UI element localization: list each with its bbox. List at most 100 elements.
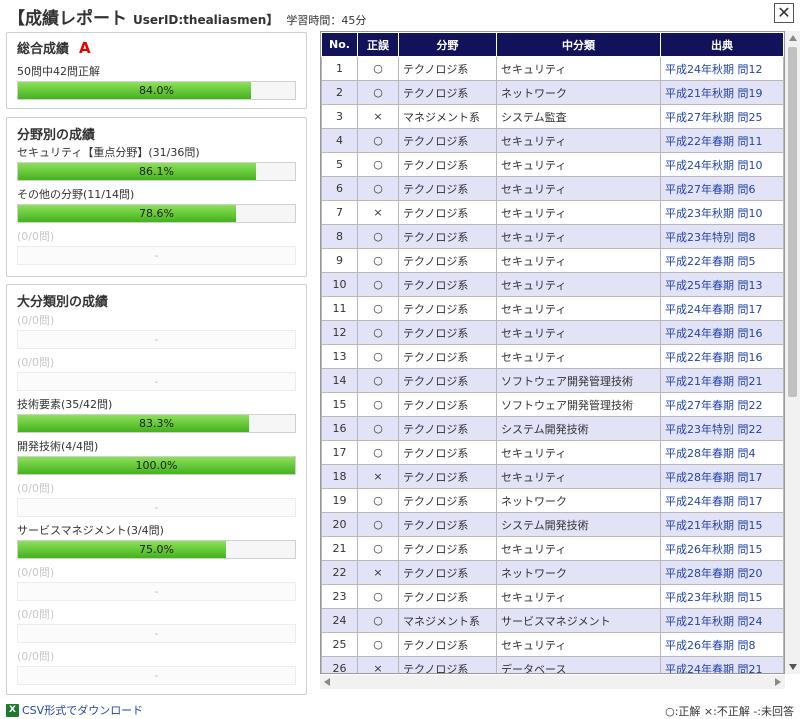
table-row[interactable]: 6 ○ テクノロジ系 セキュリティ 平成27年春期 問6 (321, 176, 784, 201)
row-source-link[interactable]: 平成28年春期 問4 (660, 440, 784, 465)
category-progress-bar: 100.0% (17, 456, 296, 475)
table-row[interactable]: 9 ○ テクノロジ系 セキュリティ 平成22年春期 問5 (321, 248, 784, 273)
row-source-link[interactable]: 平成24年春期 問17 (660, 488, 784, 513)
table-row[interactable]: 11 ○ テクノロジ系 セキュリティ 平成24年春期 問17 (321, 296, 784, 321)
table-row[interactable]: 17 ○ テクノロジ系 セキュリティ 平成28年春期 問4 (321, 440, 784, 465)
scroll-left-icon[interactable] (324, 678, 330, 686)
row-source-link[interactable]: 平成24年秋期 問12 (660, 56, 784, 81)
table-row[interactable]: 10 ○ テクノロジ系 セキュリティ 平成25年春期 問13 (321, 272, 784, 297)
category-progress-bar: - (17, 330, 296, 349)
category-progress-bar: - (17, 624, 296, 643)
overall-title-text: 総合成績 (17, 42, 70, 57)
row-result: ○ (357, 584, 399, 609)
results-table-container[interactable]: No. 正誤 分野 中分類 出典 1 ○ テクノロジ系 セキュリティ 平成24年秋期 問12 2 ○… (320, 31, 785, 674)
row-source-link[interactable]: 平成23年秋期 問10 (660, 200, 784, 225)
table-row[interactable]: 1 ○ テクノロジ系 セキュリティ 平成24年秋期 問12 (321, 56, 784, 81)
table-row[interactable]: 15 ○ テクノロジ系 ソフトウェア開発管理技術 平成27年春期 問22 (321, 392, 784, 417)
row-field: テクノロジ系 (398, 344, 497, 369)
row-source-link[interactable]: 平成21年春期 問21 (660, 368, 784, 393)
row-result: ○ (357, 176, 399, 201)
field-label: その他の分野(11/14問) (17, 188, 135, 201)
row-source-link[interactable]: 平成24年秋期 問10 (660, 152, 784, 177)
row-source-link[interactable]: 平成23年特別 問8 (660, 224, 784, 249)
table-row[interactable]: 23 ○ テクノロジ系 セキュリティ 平成23年秋期 問15 (321, 584, 784, 609)
table-row[interactable]: 13 ○ テクノロジ系 セキュリティ 平成22年春期 問16 (321, 344, 784, 369)
table-row[interactable]: 3 × マネジメント系 システム監査 平成27年秋期 問25 (321, 104, 784, 129)
table-row[interactable]: 24 ○ マネジメント系 サービスマネジメント 平成21年秋期 問24 (321, 608, 784, 633)
row-field: テクノロジ系 (398, 152, 497, 177)
table-row[interactable]: 22 × テクノロジ系 ネットワーク 平成28年春期 問20 (321, 560, 784, 585)
row-field: テクノロジ系 (398, 392, 497, 417)
table-row[interactable]: 20 ○ テクノロジ系 システム開発技術 平成21年秋期 問15 (321, 512, 784, 537)
row-number: 13 (321, 344, 358, 369)
category-label: 開発技術(4/4問) (17, 440, 99, 453)
row-source-link[interactable]: 平成27年春期 問22 (660, 392, 784, 417)
row-source-link[interactable]: 平成21年秋期 問15 (660, 512, 784, 537)
row-source-link[interactable]: 平成26年春期 問8 (660, 632, 784, 657)
row-subcategory: セキュリティ (496, 56, 661, 81)
row-source-link[interactable]: 平成21年秋期 問19 (660, 80, 784, 105)
row-number: 16 (321, 416, 358, 441)
column-header: 出典 (660, 32, 784, 57)
row-source-link[interactable]: 平成26年秋期 問15 (660, 536, 784, 561)
row-source-link[interactable]: 平成23年秋期 問15 (660, 584, 784, 609)
overall-detail: 50問中42問正解 (17, 65, 100, 78)
close-icon[interactable]: ✕ (774, 3, 794, 23)
csv-download-link[interactable]: X CSV形式でダウンロード (6, 702, 143, 718)
row-number: 24 (321, 608, 358, 633)
row-number: 22 (321, 560, 358, 585)
category-label: (0/0問) (17, 356, 55, 369)
row-source-link[interactable]: 平成28年春期 問17 (660, 464, 784, 489)
row-result: ○ (357, 296, 399, 321)
table-row[interactable]: 4 ○ テクノロジ系 セキュリティ 平成22年春期 問11 (321, 128, 784, 153)
row-source-link[interactable]: 平成28年春期 問20 (660, 560, 784, 585)
row-source-link[interactable]: 平成24年春期 問17 (660, 296, 784, 321)
table-row[interactable]: 18 × テクノロジ系 セキュリティ 平成28年春期 問17 (321, 464, 784, 489)
row-subcategory: システム開発技術 (496, 416, 661, 441)
category-progress-fill (18, 541, 226, 558)
scroll-right-icon[interactable] (775, 678, 781, 686)
column-header: 分野 (398, 32, 497, 57)
category-label: (0/0問) (17, 314, 55, 327)
table-row[interactable]: 12 ○ テクノロジ系 セキュリティ 平成24年春期 問16 (321, 320, 784, 345)
table-row[interactable]: 14 ○ テクノロジ系 ソフトウェア開発管理技術 平成21年春期 問21 (321, 368, 784, 393)
row-field: テクノロジ系 (398, 368, 497, 393)
row-source-link[interactable]: 平成22年春期 問11 (660, 128, 784, 153)
field-progress-text: 78.6% (139, 207, 174, 220)
row-source-link[interactable]: 平成22年春期 問16 (660, 344, 784, 369)
scrollbar-thumb[interactable] (788, 47, 797, 397)
row-subcategory: サービスマネジメント (496, 608, 661, 633)
table-row[interactable]: 7 × テクノロジ系 セキュリティ 平成23年秋期 問10 (321, 200, 784, 225)
row-source-link[interactable]: 平成27年秋期 問25 (660, 104, 784, 129)
row-number: 20 (321, 512, 358, 537)
row-subcategory: セキュリティ (496, 224, 661, 249)
row-result: ○ (357, 128, 399, 153)
row-subcategory: セキュリティ (496, 464, 661, 489)
table-row[interactable]: 16 ○ テクノロジ系 システム開発技術 平成23年特別 問22 (321, 416, 784, 441)
row-source-link[interactable]: 平成22年春期 問5 (660, 248, 784, 273)
row-subcategory: データベース (496, 656, 661, 673)
row-field: テクノロジ系 (398, 80, 497, 105)
table-row[interactable]: 21 ○ テクノロジ系 セキュリティ 平成26年秋期 問15 (321, 536, 784, 561)
category-progress-text: 83.3% (139, 417, 174, 430)
row-source-link[interactable]: 平成24年春期 問16 (660, 320, 784, 345)
table-row[interactable]: 26 × テクノロジ系 データベース 平成24年春期 問21 (321, 656, 784, 673)
answer-legend: ○:正解 ×:不正解 -:未回答 (665, 705, 794, 718)
table-row[interactable]: 2 ○ テクノロジ系 ネットワーク 平成21年秋期 問19 (321, 80, 784, 105)
table-row[interactable]: 5 ○ テクノロジ系 セキュリティ 平成24年秋期 問10 (321, 152, 784, 177)
category-label: 技術要素(35/42問) (17, 398, 113, 411)
scroll-down-icon[interactable] (789, 664, 797, 670)
vertical-scrollbar[interactable] (785, 31, 800, 674)
row-source-link[interactable]: 平成21年秋期 問24 (660, 608, 784, 633)
row-source-link[interactable]: 平成23年特別 問22 (660, 416, 784, 441)
table-row[interactable]: 25 ○ テクノロジ系 セキュリティ 平成26年春期 問8 (321, 632, 784, 657)
row-source-link[interactable]: 平成27年春期 問6 (660, 176, 784, 201)
row-source-link[interactable]: 平成25年春期 問13 (660, 272, 784, 297)
row-subcategory: ネットワーク (496, 488, 661, 513)
table-row[interactable]: 19 ○ テクノロジ系 ネットワーク 平成24年春期 問17 (321, 488, 784, 513)
table-row[interactable]: 8 ○ テクノロジ系 セキュリティ 平成23年特別 問8 (321, 224, 784, 249)
horizontal-scrollbar[interactable] (320, 675, 785, 689)
scroll-up-icon[interactable] (789, 35, 797, 41)
category-progress-text: - (154, 333, 159, 346)
row-source-link[interactable]: 平成24年春期 問21 (660, 656, 784, 673)
